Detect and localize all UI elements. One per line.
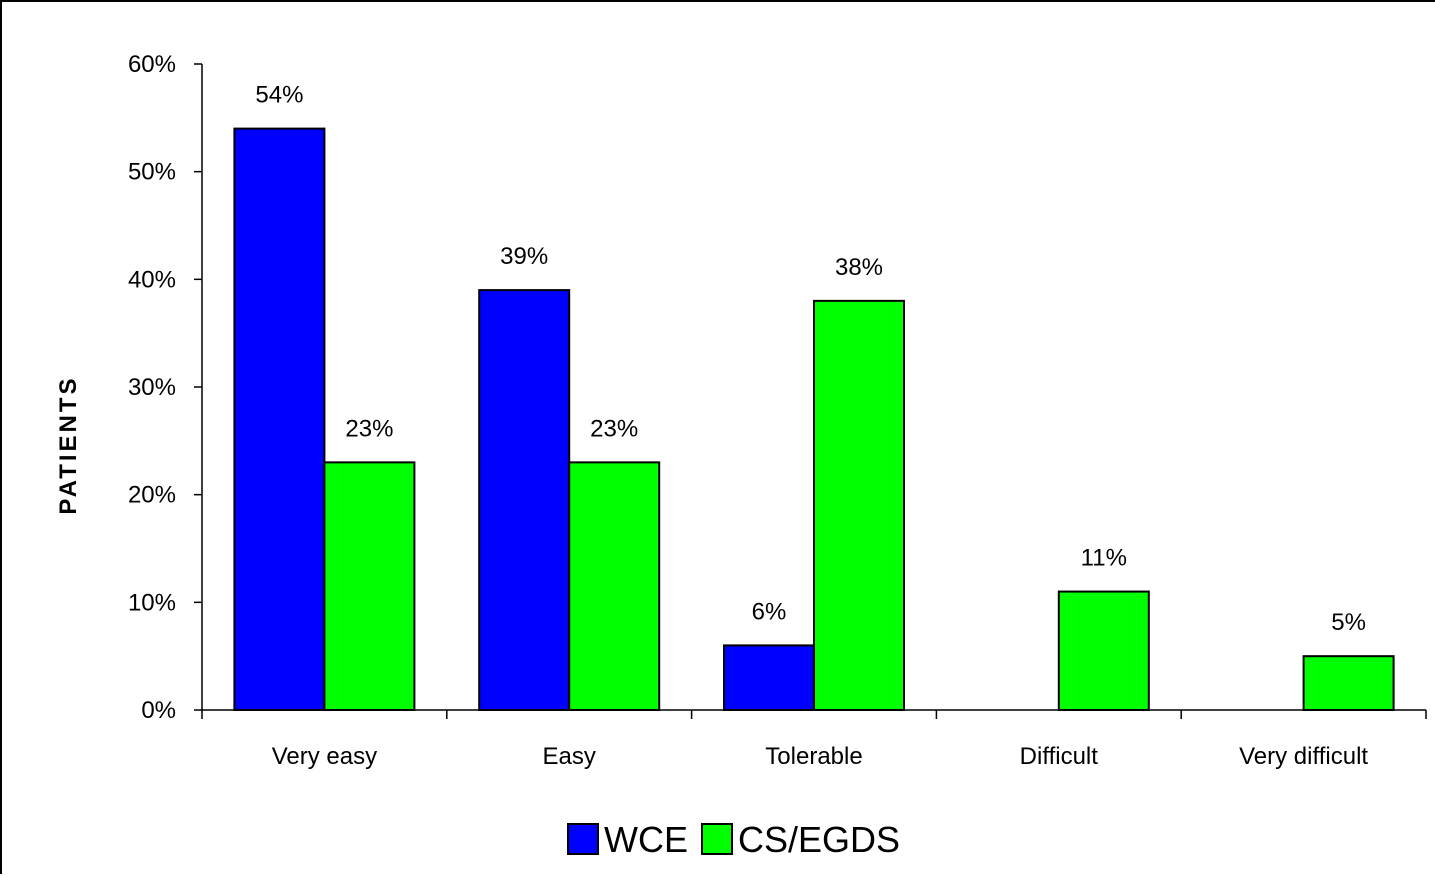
category-label: Easy [543,743,596,770]
data-label: 54% [255,82,303,109]
legend-swatch-cs-egds [701,823,733,855]
category-label: Difficult [1020,743,1099,770]
y-tick-label: 50% [128,159,176,186]
bars [233,127,1395,712]
bar-wce-very-easy [233,127,326,712]
bar-cs-egds-tolerable [813,299,905,711]
legend-label: CS/EGDS [738,819,900,860]
data-label: 11% [1081,545,1127,572]
bar-wce-tolerable [723,644,815,712]
y-axis: 0% 10% 20% 30% 40% 50% 60% [128,51,203,724]
y-tick-label: 40% [128,266,176,293]
legend-label: WCE [604,819,688,860]
category-label: Tolerable [765,743,862,770]
bar-wce-easy [478,289,571,711]
x-axis [201,709,1427,719]
data-label: 23% [345,415,393,442]
legend-swatch-wce [567,823,599,855]
y-tick-label: 10% [128,589,176,616]
y-tick-label: 60% [128,51,176,78]
data-label: 6% [752,598,787,625]
data-label: 38% [835,254,883,281]
bar-cs-egds-very-easy [323,461,416,711]
legend: WCE CS/EGDS [567,819,900,860]
bar-cs-egds-easy [568,461,661,711]
category-label: Very easy [272,743,377,770]
bar-cs-egds-very-difficult [1302,655,1395,712]
category-label: Very difficult [1239,743,1368,770]
y-tick-label: 30% [128,374,176,401]
y-tick-label: 20% [128,482,176,509]
data-label: 5% [1331,609,1366,636]
data-label: 39% [500,243,548,270]
data-labels: 54% 23% 39% 23% 6% 38% 11% 5% [255,82,1366,637]
y-axis-title: PATIENTS [55,375,82,514]
data-label: 23% [590,415,638,442]
category-labels: Very easy Easy Tolerable Difficult Very diff… [272,743,1369,770]
y-tick-label: 0% [141,697,176,724]
bar-cs-egds-difficult [1057,590,1150,711]
